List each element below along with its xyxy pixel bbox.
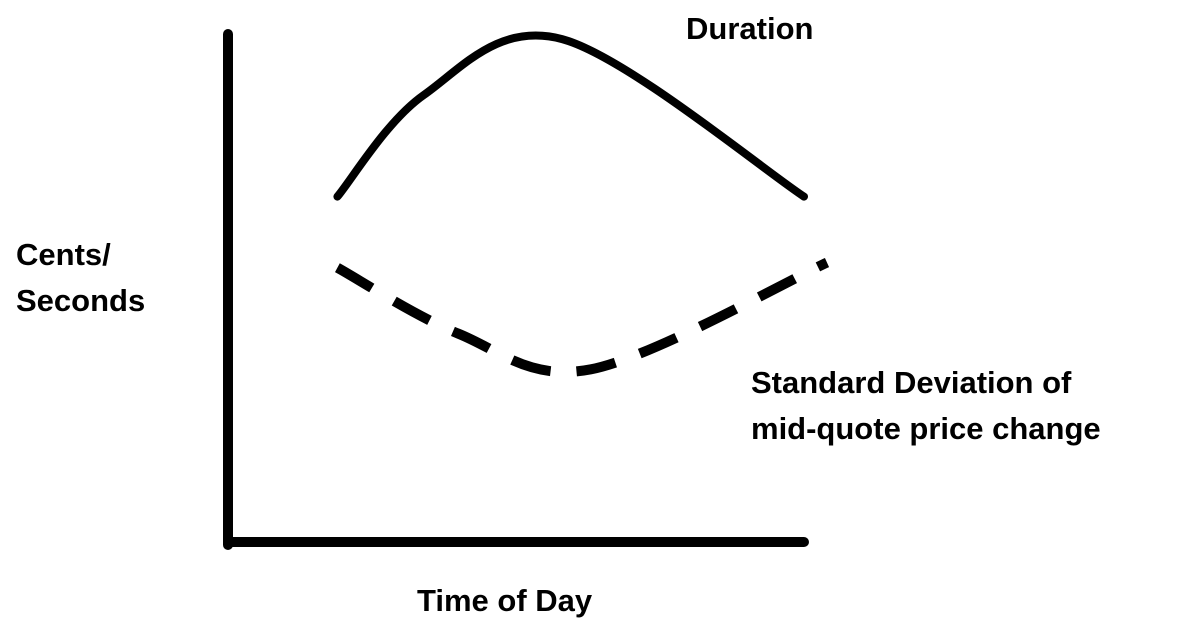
x-axis-label: Time of Day [417,583,593,618]
series-label-duration: Duration [686,11,814,46]
y-axis-label-line-1: Cents/ [16,237,111,272]
series-label-standard-deviation: Standard Deviation of mid-quote price ch… [751,360,1101,452]
series-line-duration [333,31,808,201]
series-line-standard-deviation [335,258,830,377]
y-axis-label-line-2: Seconds [16,283,146,318]
series-label-standard-deviation-line-1: Standard Deviation of [751,365,1072,400]
y-axis-label: Cents/ Seconds [16,232,145,324]
series-label-standard-deviation-line-2: mid-quote price change [751,411,1101,446]
